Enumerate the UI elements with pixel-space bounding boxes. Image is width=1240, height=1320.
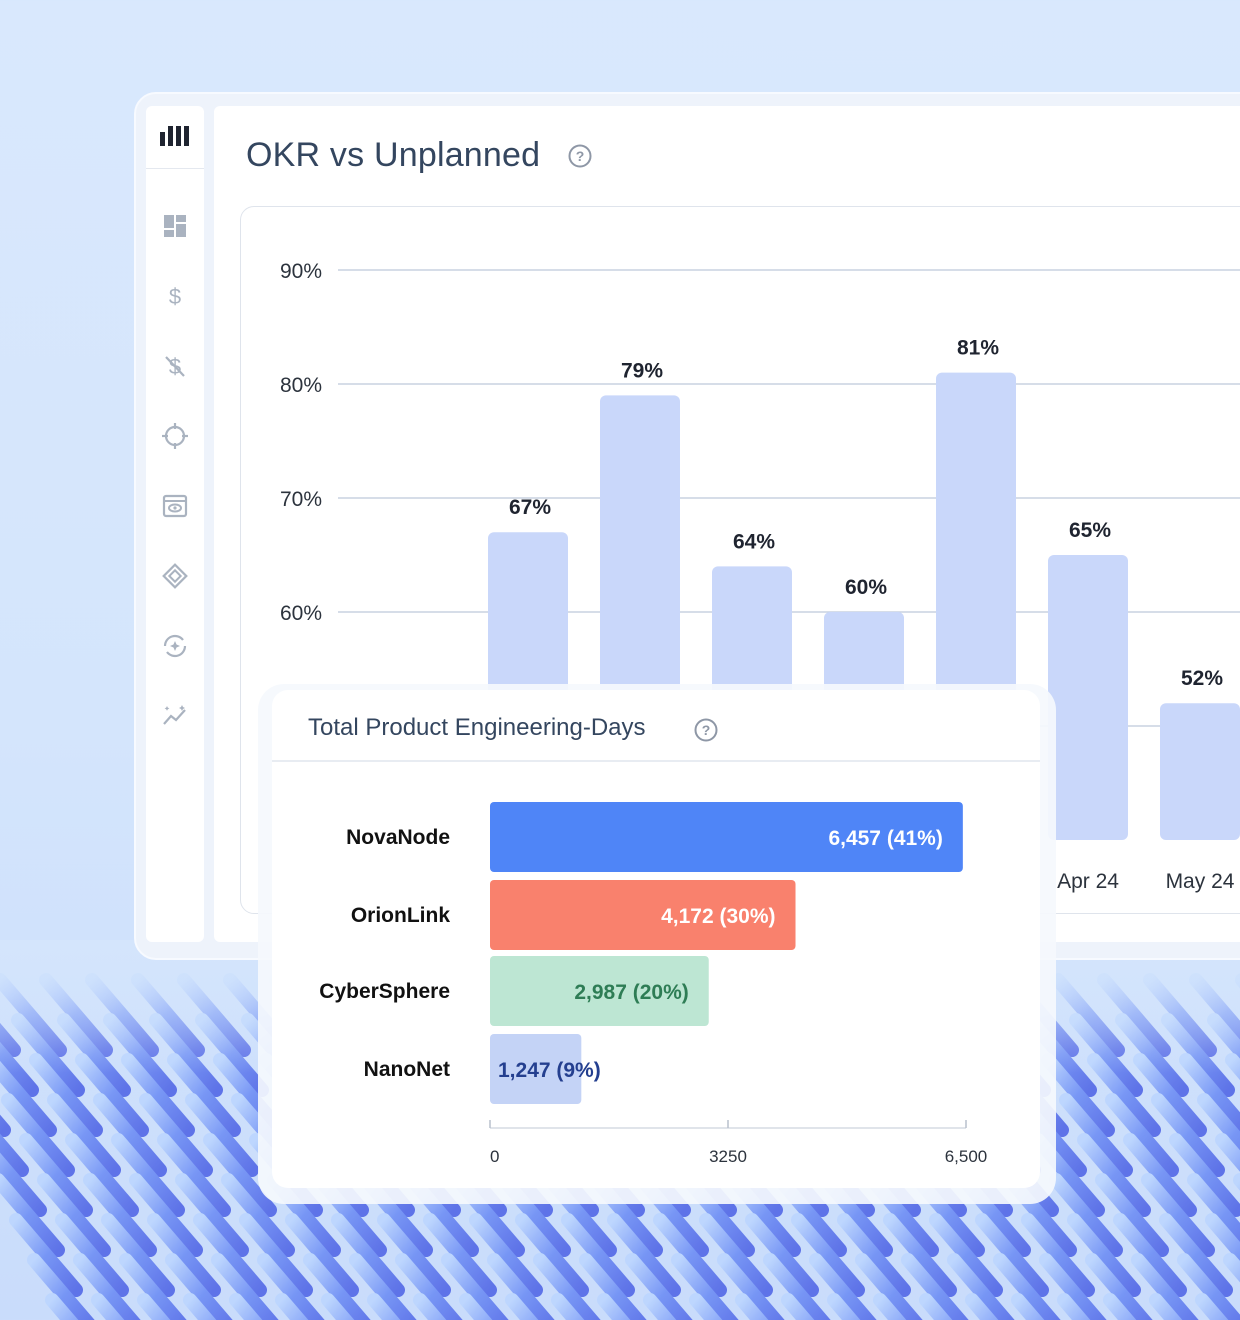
page-title: OKR vs Unplanned bbox=[246, 136, 541, 174]
bar-value-label: 81% bbox=[957, 337, 999, 360]
hbar bbox=[490, 802, 963, 872]
trend-sparkle-icon[interactable] bbox=[161, 702, 189, 730]
y-tick-label: 70% bbox=[280, 488, 322, 511]
card-divider bbox=[272, 760, 1040, 762]
x-tick-label: 0 bbox=[490, 1147, 499, 1166]
hbar bbox=[490, 956, 709, 1026]
category-label: NanoNet bbox=[364, 1058, 450, 1081]
hbar-value-label: 6,457 (41%) bbox=[828, 827, 942, 850]
target-refresh-icon[interactable] bbox=[161, 632, 189, 660]
category-label: NovaNode bbox=[346, 826, 450, 849]
svg-text:$: $ bbox=[169, 284, 181, 309]
x-tick-label: May 24 bbox=[1166, 870, 1235, 893]
card-title: Total Product Engineering-Days bbox=[308, 714, 646, 741]
okr-bar bbox=[1048, 555, 1128, 840]
y-tick-label: 80% bbox=[280, 374, 322, 397]
hbar-value-label: 1,247 (9%) bbox=[498, 1059, 601, 1082]
svg-text:?: ? bbox=[576, 148, 585, 164]
engineering-days-chart: NovaNode 6,457 (41%) OrionLink 4,172 (30%) C… bbox=[319, 802, 988, 1166]
bar-value-label: 52% bbox=[1181, 667, 1223, 690]
svg-text:?: ? bbox=[702, 722, 711, 738]
bars-logo[interactable] bbox=[160, 124, 192, 148]
category-label: OrionLink bbox=[351, 904, 450, 927]
category-label: CyberSphere bbox=[319, 980, 450, 1003]
dashboard-icon[interactable] bbox=[161, 212, 189, 240]
y-tick-label: 90% bbox=[280, 260, 322, 283]
hbar bbox=[490, 1034, 582, 1104]
sidebar: $ $ bbox=[146, 106, 204, 942]
diamond-icon[interactable] bbox=[161, 562, 189, 590]
hbar bbox=[490, 880, 796, 950]
bar-value-label: 79% bbox=[621, 359, 663, 382]
bar-value-label: 64% bbox=[733, 530, 775, 553]
bar-value-label: 65% bbox=[1069, 519, 1111, 542]
dollar-icon[interactable]: $ bbox=[161, 282, 189, 310]
crosshair-icon[interactable] bbox=[161, 422, 189, 450]
x-tick-label: 3250 bbox=[709, 1147, 747, 1166]
hbar-value-label: 2,987 (20%) bbox=[574, 981, 688, 1004]
card-help-icon[interactable]: ? bbox=[693, 717, 719, 743]
y-tick-label: 60% bbox=[280, 602, 322, 625]
bar-value-label: 67% bbox=[509, 496, 551, 519]
help-icon[interactable]: ? bbox=[567, 143, 593, 169]
bar-value-label: 60% bbox=[845, 576, 887, 599]
dollar-off-icon[interactable]: $ bbox=[161, 352, 189, 380]
logo-area bbox=[146, 106, 204, 169]
x-tick-label: 6,500 bbox=[945, 1147, 988, 1166]
eye-window-icon[interactable] bbox=[161, 492, 189, 520]
hbar-value-label: 4,172 (30%) bbox=[661, 905, 775, 928]
okr-bar bbox=[1160, 703, 1240, 840]
x-tick-label: Apr 24 bbox=[1057, 870, 1119, 893]
